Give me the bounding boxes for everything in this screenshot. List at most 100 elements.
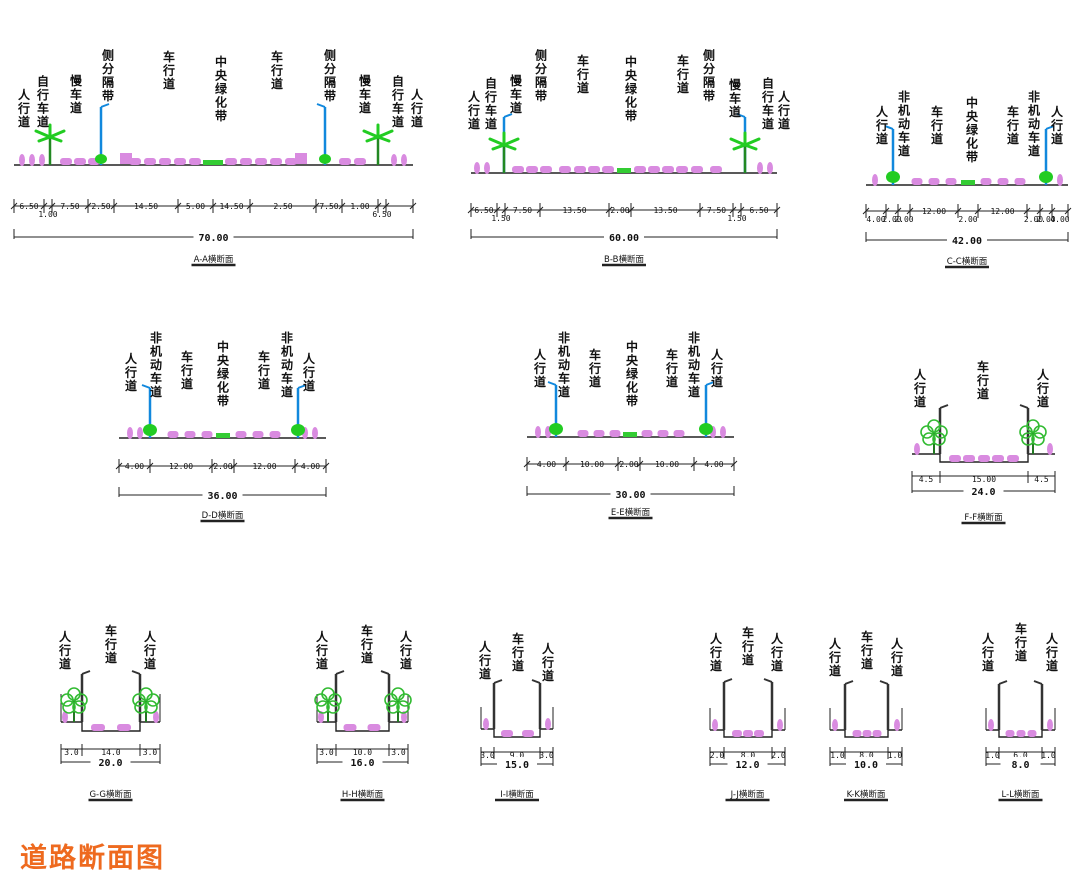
dimension-slash (110, 202, 118, 210)
car-icon (512, 166, 524, 173)
label-char: 车 (729, 91, 741, 106)
car-icon (1027, 730, 1037, 737)
label-char: 道 (729, 104, 741, 119)
label-char: 道 (303, 378, 315, 393)
lamp-arm (1045, 125, 1055, 130)
label-char: 行 (257, 363, 270, 378)
shrub-icon (312, 427, 318, 439)
lane-label: 车行道 (270, 49, 283, 91)
label-char: 车 (359, 87, 371, 102)
label-char: 行 (124, 365, 137, 380)
tree-foliage (920, 425, 934, 439)
label-char: 行 (302, 365, 315, 380)
segment-width-label: 2.00 (1024, 215, 1043, 224)
separator-shrub (95, 154, 107, 164)
label-char: 道 (316, 656, 328, 671)
label-char: 带 (535, 88, 547, 103)
segment-width-label: 6.0 (1013, 751, 1028, 760)
label-char: 动 (898, 117, 910, 131)
car-icon (609, 430, 621, 437)
car-icon (1016, 730, 1026, 737)
shrub-icon (545, 718, 551, 730)
label-char: 人 (1037, 367, 1050, 382)
total-label-bg (1000, 757, 1041, 769)
shrub-icon (62, 711, 68, 723)
segment-width-label: 8.0 (859, 751, 874, 760)
segment-width-label: 4.5 (919, 475, 934, 484)
label-char: 行 (399, 643, 412, 658)
lane-label: 人行道 (302, 351, 316, 393)
label-char: 自 (392, 74, 404, 89)
segment-width-label: 10.00 (580, 460, 604, 469)
total-label-bg (497, 757, 537, 769)
label-char: 车 (931, 104, 943, 119)
car-icon (657, 430, 669, 437)
lane-label: 人行道 (875, 104, 889, 146)
dimension-slash (773, 206, 781, 214)
tree-foliage (72, 700, 86, 714)
dimension-slash (690, 460, 698, 468)
section-caption: E-E横断面 (611, 507, 651, 518)
dimension-slash (493, 206, 501, 214)
lamp-arm (736, 113, 746, 118)
dimension-slash (174, 202, 182, 210)
palm-frond (488, 137, 506, 147)
lane-label: 慢车道 (359, 73, 372, 115)
total-width-label: 30.00 (615, 490, 645, 501)
lane-label: 慢车道 (510, 73, 523, 115)
label-char: 道 (512, 658, 524, 673)
tree-foliage (1033, 425, 1047, 439)
lamp-arm (380, 670, 390, 675)
lane-label: 人行道 (399, 629, 413, 671)
label-char: 隔 (324, 75, 336, 90)
tree-foliage (132, 693, 146, 707)
dimension-slash (906, 207, 914, 215)
label-char: 道 (677, 80, 689, 95)
label-char: 侧 (703, 48, 715, 63)
label-char: 非 (281, 330, 293, 345)
car-icon (732, 730, 742, 737)
tree-foliage (922, 432, 936, 446)
label-char: 行 (676, 67, 689, 82)
label-char: 车 (861, 629, 873, 644)
label-char: 人 (479, 639, 492, 654)
lane-label: 车行道 (1014, 621, 1027, 663)
dimension-slash (409, 202, 417, 210)
dimension-slash (730, 460, 738, 468)
label-char: 道 (876, 131, 888, 146)
label-char: 人 (771, 631, 784, 646)
label-char: 行 (180, 363, 193, 378)
label-char: 道 (711, 374, 723, 389)
label-char: 非 (150, 330, 162, 345)
segment-width-label: 14.0 (101, 748, 120, 757)
label-char: 动 (281, 358, 293, 372)
dimension-slash (209, 202, 217, 210)
segment-width-label: 14.50 (134, 202, 158, 211)
dimension-slash (614, 460, 622, 468)
section-caption: J-J横断面 (730, 789, 765, 800)
lane-label: 人行道 (709, 631, 723, 673)
label-char: 车 (150, 371, 162, 386)
dimension-slash (291, 462, 299, 470)
shrub-icon (757, 162, 763, 174)
label-char: 车 (361, 623, 373, 638)
palm-frond (732, 143, 747, 151)
section-caption: A-A横断面 (194, 254, 234, 265)
label-char: 化 (626, 380, 638, 395)
label-char: 行 (1006, 118, 1019, 133)
label-char: 行 (770, 645, 783, 660)
label-char: 化 (625, 95, 637, 110)
label-char: 道 (411, 114, 423, 129)
car-icon (1005, 730, 1015, 737)
shrub-icon (39, 154, 45, 166)
shrub-icon (1047, 443, 1053, 455)
label-char: 道 (18, 114, 30, 129)
label-char: 道 (861, 656, 873, 671)
label-char: 分 (703, 61, 715, 76)
label-char: 行 (976, 373, 989, 388)
